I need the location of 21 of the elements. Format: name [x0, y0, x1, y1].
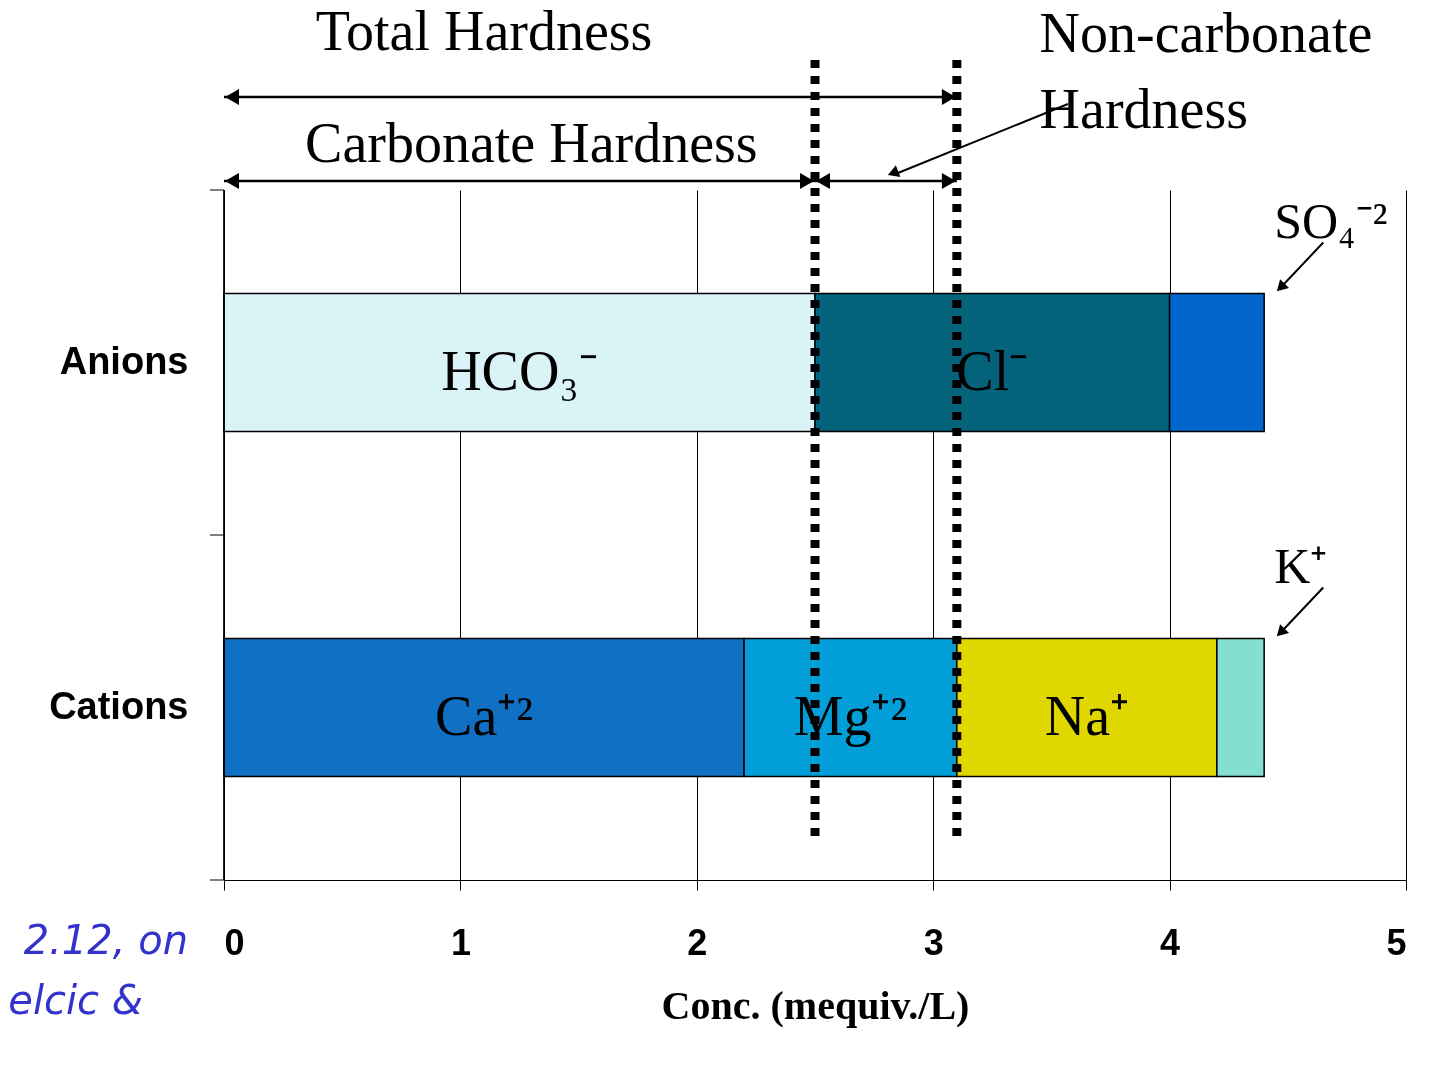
- text: 2.12, on: [23, 917, 188, 963]
- text: Non-carbonate Hardness: [1039, 2, 1373, 140]
- series-label: SO₄⁻²: [1274, 192, 1388, 249]
- series-label: Na⁺: [1044, 684, 1130, 747]
- text: Total Hardness: [315, 0, 653, 62]
- text: elcic &: [8, 977, 143, 1023]
- series-label: Mg⁺²: [793, 684, 908, 747]
- x-tick-label: 5: [1386, 921, 1407, 963]
- x-tick-label: 0: [224, 921, 245, 963]
- x-axis-title: Conc. (mequiv./L): [661, 982, 970, 1028]
- x-tick-label: 2: [687, 921, 708, 963]
- series-label: Cl⁻: [956, 339, 1029, 402]
- series-label: K⁺: [1274, 537, 1328, 594]
- series-label: Ca⁺²: [435, 684, 534, 747]
- x-tick-label: 1: [450, 921, 471, 963]
- text: Carbonate Hardness: [305, 112, 758, 174]
- y-tick-label: Anions: [59, 339, 189, 382]
- series-label: HCO₃⁻: [441, 339, 598, 402]
- x-tick-label: 3: [923, 921, 944, 963]
- x-tick-label: 4: [1160, 921, 1181, 963]
- y-tick-label: Cations: [49, 684, 189, 727]
